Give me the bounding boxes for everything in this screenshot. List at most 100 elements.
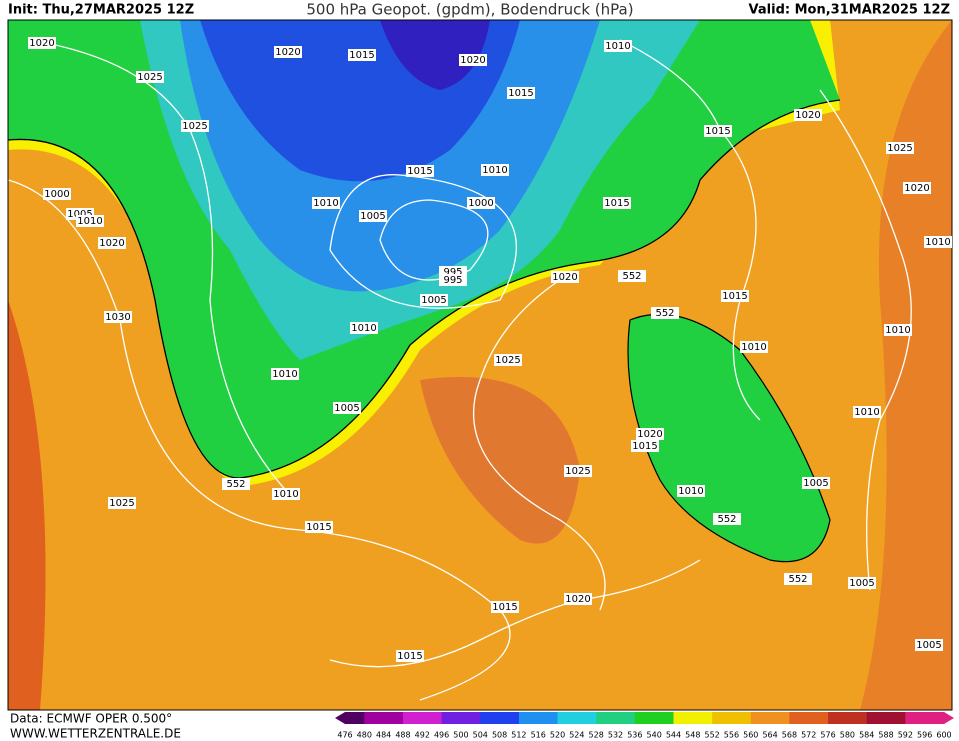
colorbar-box — [518, 712, 539, 724]
colorbar-label: 580 — [840, 731, 855, 740]
label-box — [494, 354, 522, 366]
colorbar-box — [866, 712, 887, 724]
contour-label: 1005 — [67, 209, 92, 220]
contour-label: 1010 — [854, 407, 879, 418]
colorbar: 476 480 484 488 492 496 500 504 508 512 516 520 524 5… — [335, 712, 954, 740]
colorbar-label: 480 — [357, 731, 372, 740]
label-box — [903, 182, 931, 194]
colorbar-label: 564 — [762, 731, 777, 740]
label-box — [603, 197, 631, 209]
colorbar-label: 508 — [492, 731, 507, 740]
colorbar-box — [924, 712, 945, 724]
contour-label: 1015 — [632, 441, 657, 452]
colorbar-label: 596 — [917, 731, 932, 740]
data-source: Data: ECMWF OPER 0.500° — [10, 712, 172, 726]
colorbar-box — [847, 712, 868, 724]
isobars — [8, 39, 912, 701]
label-box — [631, 440, 659, 452]
label-box — [884, 324, 912, 336]
site: WWW.WETTERZENTRALE.DE — [10, 727, 181, 741]
label-box — [350, 322, 378, 334]
contour-label: 1025 — [109, 498, 134, 509]
label-box — [459, 54, 487, 66]
label-box — [98, 237, 126, 249]
colorbar-label: 544 — [666, 731, 681, 740]
colorbar-box — [692, 712, 713, 724]
contour-label: 1010 — [885, 325, 910, 336]
colorbar-label: 556 — [724, 731, 739, 740]
contour-label: 1020 — [565, 594, 590, 605]
colorbar-arrow — [944, 712, 954, 724]
contour-label: 1015 — [306, 522, 331, 533]
contour-label: 1015 — [397, 651, 422, 662]
contour-label: 1025 — [887, 143, 912, 154]
label-box — [43, 188, 71, 200]
label-box — [564, 593, 592, 605]
green-area — [627, 313, 831, 563]
label-box — [924, 236, 952, 248]
contour-label: 1005 — [360, 211, 385, 222]
contour-label: 1000 — [44, 189, 69, 200]
low-core — [380, 20, 490, 90]
warm-area — [420, 376, 580, 544]
contour-label: 1010 — [272, 369, 297, 380]
contour-label: 1020 — [904, 183, 929, 194]
label-box — [604, 40, 632, 52]
label-box — [181, 120, 209, 132]
contour-label: 1010 — [925, 237, 950, 248]
contour-label: 1015 — [508, 88, 533, 99]
label-box — [564, 465, 592, 477]
contour-label: 1015 — [705, 126, 730, 137]
colorbar-box — [808, 712, 829, 724]
colorbar-label: 528 — [589, 731, 604, 740]
colorbar-box — [905, 712, 926, 724]
contour-label: 1010 — [313, 198, 338, 209]
colorbar-box — [538, 712, 559, 724]
contour-label: 1000 — [468, 198, 493, 209]
label-box — [136, 71, 164, 83]
label-box — [636, 428, 664, 440]
colorbar-box — [673, 712, 694, 724]
contour-label: 552 — [717, 514, 736, 525]
contour-label: 1010 — [351, 323, 376, 334]
label-box — [271, 368, 299, 380]
contour-label: 1005 — [421, 295, 446, 306]
contour-label: 1020 — [795, 110, 820, 121]
colorbar-box — [886, 712, 906, 724]
label-box — [784, 573, 812, 585]
colorbar-arrow — [335, 712, 345, 724]
contour-label: 552 — [226, 479, 245, 490]
colorbar-label: 584 — [859, 731, 874, 740]
colorbar-box — [364, 712, 385, 724]
colorbar-label: 476 — [337, 731, 352, 740]
colorbar-box — [654, 712, 674, 724]
colorbar-label: 532 — [608, 731, 623, 740]
label-box — [551, 271, 579, 283]
colorbar-box — [596, 712, 617, 724]
contour-label: 995 — [443, 275, 462, 286]
valid-time: Valid: Mon,31MAR2025 12Z — [749, 3, 950, 18]
colorbar-label: 592 — [898, 731, 913, 740]
label-box — [677, 485, 705, 497]
contour-label: 1015 — [604, 198, 629, 209]
colorbar-box — [557, 712, 578, 724]
colorbar-label: 588 — [878, 731, 893, 740]
contour-label: 1020 — [637, 429, 662, 440]
colorbar-box — [402, 712, 423, 724]
label-box — [76, 215, 104, 227]
contour-label: 1025 — [565, 466, 590, 477]
contour-label: 1030 — [105, 312, 130, 323]
contour-label: 1010 — [77, 216, 102, 227]
map — [8, 20, 952, 710]
colorbar-label: 560 — [743, 731, 758, 740]
contour-label: 552 — [788, 574, 807, 585]
colorbar-label: 552 — [704, 731, 719, 740]
colorbar-label: 540 — [647, 731, 662, 740]
init-time: Init: Thu,27MAR2025 12Z — [8, 3, 194, 18]
contour-label: 552 — [655, 308, 674, 319]
colorbar-box — [383, 712, 404, 724]
colorbar-box — [634, 712, 655, 724]
colorbar-box — [731, 712, 752, 724]
